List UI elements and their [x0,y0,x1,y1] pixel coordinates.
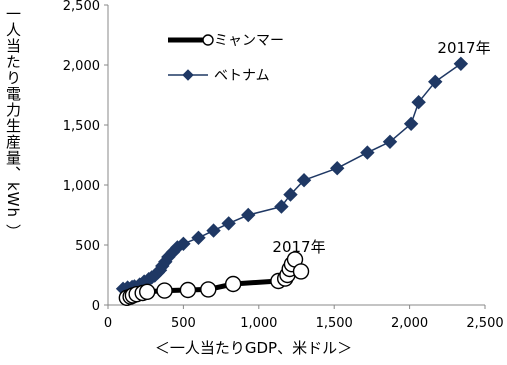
y-tick-label: 1,000 [63,179,100,194]
x-tick-label: 1,500 [316,316,353,331]
x-tick-label: 1,000 [240,316,277,331]
x-tick-label: 2,000 [391,316,428,331]
vietnam-point [330,160,345,176]
vietnam-point [411,94,426,110]
x-tick-label: 2,500 [466,316,503,331]
vietnam-point [206,223,221,238]
legend-myanmar-marker [202,34,214,46]
myanmar-point [179,281,197,299]
legend-vietnam-label: ベトナム [214,68,270,84]
y-tick-label: 1,500 [63,119,100,134]
legend-myanmar-label: ミャンマー [214,33,284,49]
annotation-vietnam-2017: 2017年 [437,39,490,57]
vietnam-point [274,199,289,214]
vietnam-point [382,134,398,150]
myanmar-point [292,263,310,280]
x-tick-label: 500 [171,316,196,331]
vietnam-point [241,207,256,223]
vietnam-point [296,172,312,188]
y-tick-label: 2,000 [63,59,100,74]
legend-vietnam-marker [182,69,194,81]
y-tick-label: 2,500 [63,0,100,14]
vietnam-point [283,187,298,202]
y-tick-label: 0 [92,299,100,314]
vietnam-point [428,74,443,90]
myanmar-point [156,282,173,299]
myanmar-point [139,283,156,300]
myanmar-point [224,275,242,293]
vietnam-point [360,145,375,160]
vietnam-point [453,56,469,72]
vietnam-point [191,230,206,246]
y-tick-label: 500 [75,239,100,254]
vietnam-point [176,236,191,252]
y-axis-label: 一人当たり電力生産量、kWh ） [4,6,22,240]
x-axis-label: ＜一人当たりGDP、米ドル＞ [154,339,353,357]
myanmar-point [200,281,217,298]
annotation-myanmar-2017: 2017年 [272,238,325,256]
x-tick-label: 0 [104,316,112,331]
vietnam-point [221,216,236,231]
vietnam-point [403,116,419,132]
